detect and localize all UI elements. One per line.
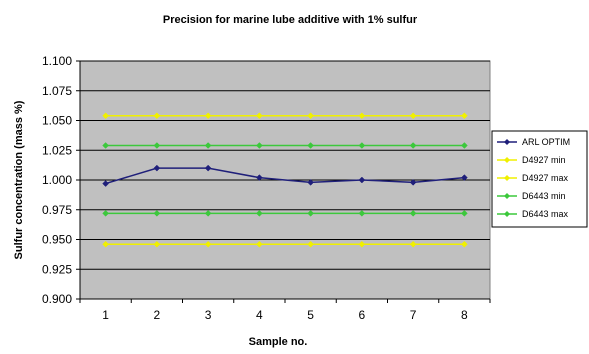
x-axis-ticks: 1 2 3 4 5 6 7 8 bbox=[79, 61, 491, 322]
data-point bbox=[102, 209, 109, 217]
y-axis-ticks: 0.900 0.925 0.950 0.975 1.000 1.025 1.050 1.075… bbox=[42, 54, 80, 306]
data-point bbox=[204, 164, 212, 172]
series-4 bbox=[102, 209, 468, 217]
data-point bbox=[358, 112, 366, 120]
data-point bbox=[358, 142, 366, 149]
series bbox=[102, 112, 468, 248]
data-point bbox=[307, 112, 314, 120]
data-point bbox=[153, 142, 161, 149]
data-point bbox=[153, 209, 161, 217]
x-tick-label: 5 bbox=[307, 308, 314, 322]
data-point bbox=[204, 240, 212, 248]
y-tick-label: 0.975 bbox=[42, 203, 72, 217]
series-line bbox=[105, 167, 465, 185]
chart-title: Precision for marine lube additive with … bbox=[163, 14, 418, 26]
data-point bbox=[102, 180, 109, 187]
legend-swatch-marker bbox=[504, 211, 510, 217]
legend-swatch-marker bbox=[504, 157, 510, 163]
data-point bbox=[307, 209, 314, 217]
data-point bbox=[256, 240, 263, 248]
legend-item: D4927 min bbox=[497, 155, 566, 165]
legend-label: D4927 max bbox=[522, 173, 569, 183]
data-point bbox=[461, 174, 468, 181]
legend: ARL OPTIM D4927 min D4927 max D6443 min D644… bbox=[491, 130, 588, 228]
y-tick-label: 1.000 bbox=[42, 173, 72, 187]
y-axis-title: Sulfur concentration (mass %) bbox=[13, 100, 25, 259]
x-tick-label: 4 bbox=[256, 308, 263, 322]
data-point bbox=[461, 142, 468, 149]
data-point bbox=[102, 240, 109, 248]
data-point bbox=[358, 209, 366, 217]
data-point bbox=[307, 142, 314, 149]
series-2 bbox=[102, 240, 468, 248]
series-1 bbox=[102, 164, 468, 187]
data-point bbox=[358, 240, 366, 248]
legend-item: D4927 max bbox=[497, 173, 569, 183]
x-tick-label: 8 bbox=[461, 308, 468, 322]
data-point bbox=[409, 209, 417, 217]
legend-label: ARL OPTIM bbox=[522, 137, 570, 147]
data-point bbox=[204, 112, 212, 120]
x-tick-label: 7 bbox=[410, 308, 417, 322]
x-tick-label: 6 bbox=[359, 308, 366, 322]
series-5 bbox=[102, 142, 468, 149]
y-tick-label: 0.900 bbox=[42, 292, 72, 306]
series-3 bbox=[102, 112, 468, 120]
y-tick-label: 1.100 bbox=[42, 54, 72, 68]
y-tick-label: 0.950 bbox=[42, 233, 72, 247]
data-point bbox=[256, 142, 263, 149]
data-point bbox=[461, 112, 468, 120]
data-point bbox=[256, 112, 263, 120]
y-tick-label: 1.025 bbox=[42, 143, 72, 157]
legend-swatch-marker bbox=[504, 175, 510, 181]
y-tick-label: 1.075 bbox=[42, 84, 72, 98]
data-point bbox=[204, 209, 212, 217]
x-tick-label: 2 bbox=[154, 308, 161, 322]
data-point bbox=[409, 142, 417, 149]
data-point bbox=[409, 240, 417, 248]
data-point bbox=[358, 176, 366, 184]
data-point bbox=[153, 164, 161, 172]
data-point bbox=[409, 179, 417, 186]
y-tick-label: 1.050 bbox=[42, 114, 72, 128]
data-point bbox=[102, 112, 109, 120]
y-tick-label: 0.925 bbox=[42, 262, 72, 276]
legend-label: D4927 min bbox=[522, 155, 566, 165]
data-point bbox=[256, 174, 263, 181]
x-axis-title: Sample no. bbox=[249, 336, 308, 348]
legend-label: D6443 min bbox=[522, 191, 566, 201]
data-point bbox=[307, 240, 314, 248]
data-point bbox=[153, 240, 161, 248]
data-point bbox=[409, 112, 417, 120]
x-tick-label: 3 bbox=[205, 308, 212, 322]
x-tick-label: 1 bbox=[102, 308, 109, 322]
data-point bbox=[153, 112, 161, 120]
data-point bbox=[307, 179, 314, 186]
legend-label: D6443 max bbox=[522, 209, 569, 219]
data-point bbox=[461, 240, 468, 248]
legend-item: D6443 min bbox=[497, 191, 566, 201]
legend-item: D6443 max bbox=[497, 209, 569, 219]
legend-swatch-marker bbox=[504, 139, 510, 145]
data-point bbox=[204, 142, 212, 149]
data-point bbox=[461, 209, 468, 217]
legend-item: ARL OPTIM bbox=[497, 137, 570, 147]
data-point bbox=[256, 209, 263, 217]
legend-swatch-marker bbox=[504, 193, 510, 199]
data-point bbox=[102, 142, 109, 149]
